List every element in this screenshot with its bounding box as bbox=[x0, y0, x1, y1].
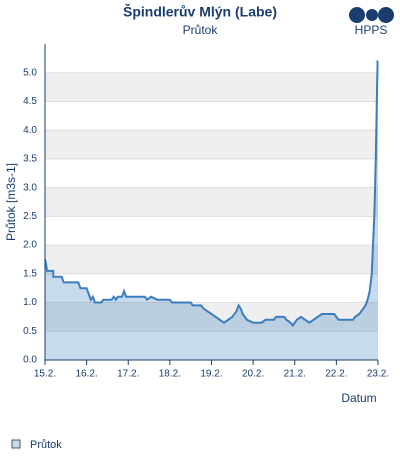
y-axis-title: Průtok [m3s-1] bbox=[4, 163, 18, 241]
grid-band bbox=[45, 245, 378, 274]
logo-text: HPPS bbox=[355, 23, 388, 37]
y-tick-label: 0.5 bbox=[23, 326, 37, 337]
y-tick-label: 3.5 bbox=[23, 154, 37, 165]
y-tick-label: 1.5 bbox=[23, 268, 37, 279]
grid-band bbox=[45, 187, 378, 217]
logo-circle bbox=[349, 7, 365, 23]
y-tick-label: 5.0 bbox=[23, 67, 37, 78]
x-tick-label: 23.2. bbox=[367, 369, 389, 380]
legend-swatch bbox=[11, 439, 21, 449]
legend-label: Průtok bbox=[30, 439, 62, 451]
chart-title: Špindlerův Mlýn (Labe) bbox=[123, 3, 277, 20]
x-tick-label: 19.2. bbox=[200, 369, 222, 380]
x-tick-label: 15.2. bbox=[34, 369, 56, 380]
x-tick-label: 18.2. bbox=[159, 369, 181, 380]
grid-band bbox=[45, 72, 378, 102]
x-axis-title: Datum bbox=[341, 391, 376, 405]
y-tick-label: 1.0 bbox=[23, 297, 37, 308]
x-tick-label: 22.2. bbox=[325, 369, 347, 380]
line bbox=[44, 60, 379, 328]
x-tick-label: 17.2. bbox=[117, 369, 139, 380]
plot: 0.0 0.5 1.0 1.5 2.0 2.5 3.0 3.5 4.0 4.5 5.0 15.2. 16… bbox=[23, 44, 389, 380]
area bbox=[45, 61, 378, 360]
x-tick-label: 20.2. bbox=[242, 369, 264, 380]
y-tick-label: 0.0 bbox=[23, 355, 37, 366]
y-tick-label: 4.0 bbox=[23, 125, 37, 136]
y-tick-label: 4.5 bbox=[23, 96, 37, 107]
x-tick-label: 21.2. bbox=[284, 369, 306, 380]
chart-subtitle: Průtok bbox=[183, 23, 219, 37]
y-tick-label: 2.5 bbox=[23, 211, 37, 222]
y-tick-label: 3.0 bbox=[23, 182, 37, 193]
x-tick-label: 16.2. bbox=[76, 369, 98, 380]
grid-band bbox=[45, 302, 378, 332]
y-tick-label: 2.0 bbox=[23, 240, 37, 251]
logo-circle bbox=[378, 7, 394, 23]
logo-circle bbox=[366, 9, 378, 21]
grid-band bbox=[45, 130, 378, 159]
